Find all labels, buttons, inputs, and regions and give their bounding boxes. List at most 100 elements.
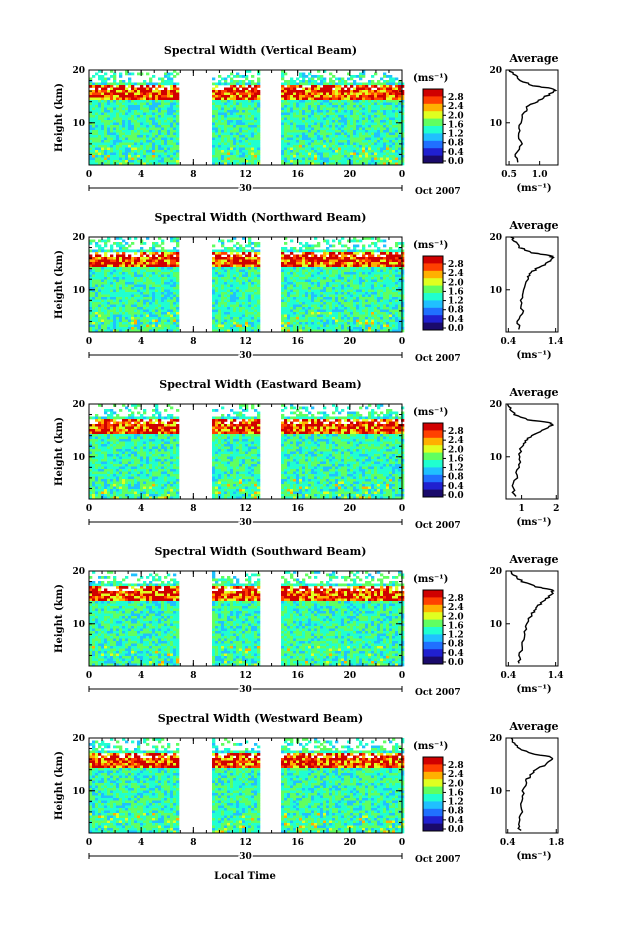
- heatmap-cell: [398, 122, 402, 126]
- heatmap-cell: [308, 97, 312, 101]
- x-tick-label: 0: [399, 170, 405, 180]
- heatmap-cell: [227, 267, 231, 270]
- heatmap-cell: [296, 92, 300, 96]
- heatmap-cell: [146, 140, 150, 143]
- heatmap-cell: [89, 277, 93, 280]
- heatmap-cell: [158, 294, 162, 298]
- heatmap-cell: [143, 117, 147, 121]
- heatmap-cell: [341, 152, 345, 156]
- heatmap-cell: [155, 242, 159, 245]
- heatmap-cell: [302, 137, 306, 141]
- heatmap-cell: [173, 262, 177, 265]
- heatmap-cell: [293, 257, 297, 260]
- heatmap-cell: [227, 97, 231, 101]
- heatmap-cell: [251, 107, 255, 111]
- heatmap-cell: [227, 132, 231, 136]
- heatmap-cell: [101, 120, 105, 123]
- heatmap-cell: [134, 97, 138, 101]
- heatmap-cell: [128, 257, 132, 260]
- heatmap-cell: [239, 262, 243, 265]
- heatmap-cell: [239, 140, 243, 143]
- heatmap-cell: [308, 162, 312, 166]
- heatmap-cell: [254, 324, 258, 328]
- heatmap-cell: [302, 294, 306, 298]
- heatmap-cell: [155, 145, 159, 148]
- heatmap-cell: [239, 309, 243, 313]
- heatmap-cell: [215, 132, 219, 136]
- heatmap-cell: [158, 314, 162, 318]
- heatmap-cell: [89, 262, 93, 265]
- heatmap-cell: [113, 77, 117, 81]
- heatmap-cell: [224, 87, 228, 91]
- heatmap-cell: [149, 87, 153, 91]
- heatmap-cell: [317, 157, 321, 161]
- heatmap-cell: [95, 277, 99, 280]
- heatmap-cell: [305, 294, 309, 298]
- heatmap-cell: [107, 239, 111, 243]
- heatmap-cell: [290, 317, 294, 320]
- heatmap-cell: [344, 112, 348, 116]
- heatmap-cell: [104, 324, 108, 328]
- heatmap-cell: [125, 312, 129, 315]
- heatmap-cell: [299, 137, 303, 141]
- heatmap-cell: [368, 145, 372, 148]
- heatmap-cell: [236, 132, 240, 136]
- heatmap-cell: [149, 135, 153, 138]
- heatmap-cell: [290, 155, 294, 158]
- heatmap-cell: [143, 267, 147, 270]
- heatmap-cell: [395, 92, 399, 96]
- heatmap-cell: [293, 277, 297, 280]
- heatmap-cell: [356, 142, 360, 146]
- heatmap-cell: [128, 307, 132, 310]
- heatmap-cell: [224, 307, 228, 310]
- heatmap-cell: [314, 90, 318, 93]
- heatmap-cell: [224, 127, 228, 131]
- heatmap-cell: [377, 90, 381, 93]
- heatmap-cell: [155, 82, 159, 86]
- heatmap-cell: [173, 327, 177, 330]
- heatmap-cell: [281, 284, 285, 288]
- heatmap-cell: [374, 92, 378, 96]
- heatmap-cell: [155, 132, 159, 136]
- heatmap-cell: [371, 160, 375, 163]
- heatmap-cell: [218, 110, 222, 113]
- heatmap-cell: [317, 117, 321, 121]
- heatmap-cell: [95, 135, 99, 138]
- heatmap-cell: [395, 152, 399, 156]
- heatmap-cell: [245, 297, 249, 300]
- heatmap-cell: [164, 312, 168, 315]
- heatmap-cell: [239, 105, 243, 108]
- heatmap-cell: [377, 130, 381, 133]
- heatmap-cell: [251, 80, 255, 83]
- heatmap-cell: [152, 327, 156, 330]
- heatmap-cell: [155, 162, 159, 166]
- heatmap-cell: [353, 125, 357, 128]
- heatmap-cell: [104, 152, 108, 156]
- heatmap-cell: [104, 97, 108, 101]
- heatmap-cell: [161, 107, 165, 111]
- heatmap-cell: [110, 90, 114, 93]
- heatmap-cell: [146, 237, 150, 240]
- heatmap-cell: [167, 142, 171, 146]
- heatmap-cell: [230, 262, 234, 265]
- heatmap-cell: [218, 112, 222, 116]
- heatmap-cell: [296, 117, 300, 121]
- heatmap-cell: [248, 279, 252, 283]
- heatmap-cell: [353, 155, 357, 158]
- heatmap-cell: [164, 112, 168, 116]
- heatmap-cell: [326, 82, 330, 86]
- heatmap-cell: [173, 162, 177, 166]
- heatmap-cell: [143, 130, 147, 133]
- heatmap-cell: [137, 279, 141, 283]
- heatmap-cell: [104, 85, 108, 88]
- heatmap-cell: [113, 90, 117, 93]
- heatmap-cell: [368, 95, 372, 98]
- heatmap-cell: [323, 152, 327, 156]
- heatmap-cell: [218, 274, 222, 278]
- heatmap-cell: [215, 329, 219, 333]
- heatmap-cell: [170, 262, 174, 265]
- heatmap-cell: [248, 82, 252, 86]
- heatmap-cell: [125, 304, 129, 308]
- heatmap-cell: [221, 327, 225, 330]
- heatmap-cell: [215, 292, 219, 295]
